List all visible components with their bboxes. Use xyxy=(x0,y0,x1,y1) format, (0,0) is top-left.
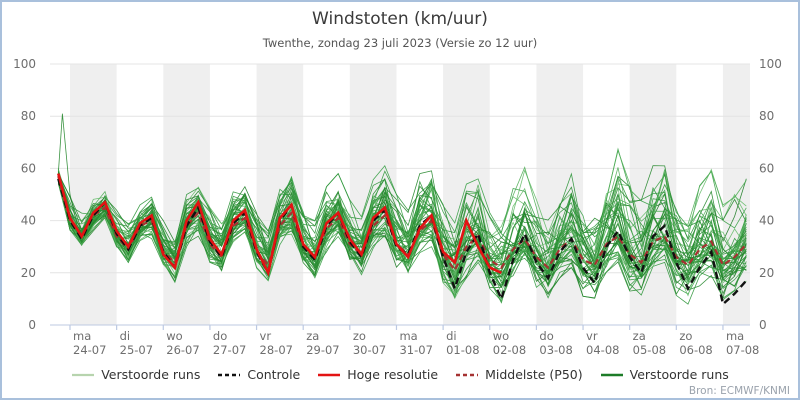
svg-text:30-07: 30-07 xyxy=(353,343,386,357)
legend-label: Verstoorde runs xyxy=(629,367,729,382)
ensemble-member xyxy=(57,180,747,288)
svg-text:100: 100 xyxy=(13,57,36,71)
day-bands xyxy=(70,64,750,325)
svg-text:05-08: 05-08 xyxy=(633,343,666,357)
svg-text:27-07: 27-07 xyxy=(213,343,246,357)
legend-label: Verstoorde runs xyxy=(101,367,201,382)
legend: Verstoorde runs Controle Hoge resolutie Mid… xyxy=(2,367,798,382)
legend-item-middelste-p50-: Middelste (P50) xyxy=(455,367,583,382)
legend-line-swatch xyxy=(72,373,95,376)
page-subtitle: Twenthe, zondag 23 juli 2023 (Versie zo … xyxy=(262,36,538,50)
legend-item-verstoorde-runs: Verstoorde runs xyxy=(71,367,200,382)
svg-text:wo: wo xyxy=(166,329,182,343)
svg-text:60: 60 xyxy=(21,161,36,175)
svg-text:do: do xyxy=(213,329,227,343)
ensemble-member xyxy=(57,179,747,299)
svg-text:80: 80 xyxy=(759,109,774,123)
legend-label: Controle xyxy=(247,367,301,382)
svg-text:vr: vr xyxy=(586,329,598,343)
svg-text:28-07: 28-07 xyxy=(260,343,293,357)
legend-line-swatch xyxy=(218,373,241,376)
svg-text:80: 80 xyxy=(21,109,36,123)
svg-text:za: za xyxy=(633,329,646,343)
hires-line xyxy=(57,173,502,277)
svg-text:26-07: 26-07 xyxy=(166,343,199,357)
svg-text:31-07: 31-07 xyxy=(399,343,432,357)
x-axis: ma24-07di25-07wo26-07do27-07vr28-07za29-… xyxy=(69,325,759,357)
svg-text:29-07: 29-07 xyxy=(306,343,339,357)
svg-text:60: 60 xyxy=(759,161,774,175)
svg-text:07-08: 07-08 xyxy=(726,343,759,357)
ensemble-member xyxy=(57,166,747,282)
ensemble-member xyxy=(57,171,747,278)
legend-line-swatch xyxy=(318,373,341,376)
svg-text:24-07: 24-07 xyxy=(73,343,106,357)
ensemble-member xyxy=(57,173,747,299)
svg-text:vr: vr xyxy=(260,329,272,343)
hres-line-group xyxy=(57,173,502,277)
svg-text:za: za xyxy=(306,329,319,343)
svg-text:0: 0 xyxy=(28,318,36,332)
ensemble-member xyxy=(57,169,747,295)
svg-text:03-08: 03-08 xyxy=(539,343,572,357)
legend-item-hoge-resolutie: Hoge resolutie xyxy=(317,367,438,382)
legend-label: Hoge resolutie xyxy=(347,367,439,382)
svg-text:04-08: 04-08 xyxy=(586,343,619,357)
svg-text:06-08: 06-08 xyxy=(679,343,712,357)
ensemble-member xyxy=(57,175,747,276)
svg-text:do: do xyxy=(539,329,553,343)
legend-label: Middelste (P50) xyxy=(485,367,583,382)
svg-text:40: 40 xyxy=(21,214,36,228)
svg-text:ma: ma xyxy=(399,329,417,343)
svg-text:40: 40 xyxy=(759,214,774,228)
svg-text:02-08: 02-08 xyxy=(493,343,526,357)
svg-text:20: 20 xyxy=(759,266,774,280)
ensemble-member xyxy=(57,167,747,286)
ensemble-member xyxy=(57,174,747,279)
svg-text:zo: zo xyxy=(353,329,366,343)
svg-text:ma: ma xyxy=(726,329,744,343)
svg-text:20: 20 xyxy=(21,266,36,280)
legend-line-swatch xyxy=(456,373,479,376)
svg-text:100: 100 xyxy=(759,57,782,71)
svg-text:zo: zo xyxy=(679,329,692,343)
ensemble-member xyxy=(57,170,747,289)
y-grid: 0 0 20 20 40 40 60 60 80 80 100 100 xyxy=(13,57,782,332)
svg-text:di: di xyxy=(446,329,457,343)
legend-item-verstoorde-runs: Verstoorde runs xyxy=(600,367,729,382)
legend-line-swatch xyxy=(600,373,623,376)
svg-text:di: di xyxy=(120,329,131,343)
svg-text:wo: wo xyxy=(493,329,509,343)
svg-text:ma: ma xyxy=(73,329,91,343)
svg-text:25-07: 25-07 xyxy=(120,343,153,357)
ensemble-member xyxy=(57,165,747,288)
source-credit: Bron: ECMWF/KNMI xyxy=(688,385,790,397)
svg-text:0: 0 xyxy=(759,318,767,332)
page-title: Windstoten (km/uur) xyxy=(312,9,488,29)
svg-text:01-08: 01-08 xyxy=(446,343,479,357)
legend-item-controle: Controle xyxy=(217,367,300,382)
